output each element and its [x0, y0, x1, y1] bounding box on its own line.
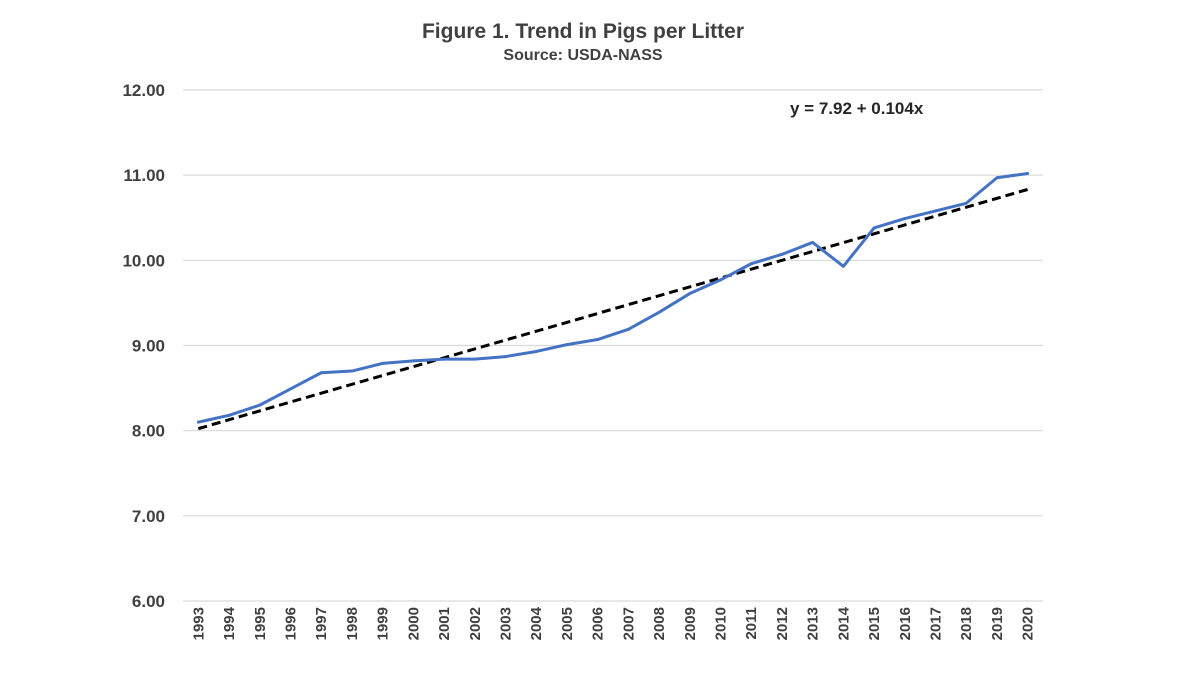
x-tick-label: 2007 [620, 607, 637, 640]
x-tick-label: 1994 [221, 606, 238, 640]
y-tick-label: 12.00 [122, 81, 165, 100]
data-point [657, 310, 661, 314]
data-point [934, 209, 937, 213]
data-point [811, 240, 815, 244]
data-point [872, 226, 876, 230]
data-point [565, 343, 569, 347]
data-point [196, 420, 200, 424]
x-tick-label: 1999 [375, 607, 392, 640]
x-tick-label: 2014 [835, 606, 852, 640]
x-tick-label: 2017 [928, 607, 945, 640]
x-tick-label: 2011 [743, 607, 760, 640]
x-tick-label: 2002 [467, 607, 484, 640]
data-point [688, 292, 692, 296]
data-point [534, 349, 538, 353]
data-point [749, 262, 753, 266]
data-point [596, 338, 600, 342]
x-tick-label: 1996 [283, 607, 300, 640]
data-point [780, 252, 784, 256]
data-point [289, 387, 292, 391]
data-point [319, 371, 323, 375]
data-point [504, 355, 507, 359]
x-tick-label: 2005 [559, 607, 576, 640]
data-point [227, 413, 231, 417]
y-tick-label: 9.00 [132, 337, 165, 356]
x-tick-label: 2015 [866, 607, 883, 640]
x-tick-label: 2001 [436, 607, 453, 640]
y-tick-label: 11.00 [123, 166, 165, 185]
data-point [964, 201, 968, 205]
data-point [411, 359, 415, 363]
data-point [719, 278, 722, 282]
data-point [442, 357, 446, 361]
trendline-equation: y = 7.92 + 0.104x [790, 99, 924, 118]
x-tick-label: 1997 [313, 607, 330, 640]
x-tick-label: 2013 [805, 607, 822, 640]
y-tick-label: 8.00 [132, 422, 165, 441]
x-tick-label: 2006 [590, 607, 607, 640]
data-point [350, 369, 354, 373]
data-point [903, 217, 907, 221]
x-tick-label: 1993 [190, 607, 207, 640]
chart-subtitle: Source: USDA-NASS [503, 47, 662, 64]
x-tick-label: 2010 [713, 607, 730, 640]
x-tick-label: 2008 [651, 607, 668, 640]
x-tick-label: 2019 [989, 607, 1006, 640]
chart-title: Figure 1. Trend in Pigs per Litter [422, 20, 744, 43]
data-point [473, 357, 477, 361]
data-point [381, 361, 385, 365]
x-tick-label: 1995 [252, 607, 269, 640]
data-point [626, 327, 630, 331]
series-line [198, 171, 1028, 424]
x-tick-label: 2000 [405, 607, 422, 640]
x-tick-label: 2009 [682, 607, 699, 640]
x-tick-label: 2018 [958, 607, 975, 640]
y-tick-label: 6.00 [132, 592, 165, 611]
data-point [258, 403, 262, 407]
x-tick-label: 1998 [344, 607, 361, 640]
data-point [841, 264, 845, 268]
data-point [995, 176, 999, 180]
x-tick-label: 2012 [774, 607, 791, 640]
y-tick-label: 10.00 [122, 251, 165, 270]
x-tick-label: 2004 [528, 606, 545, 640]
x-tick-label: 2016 [897, 607, 914, 640]
trendline [197, 188, 1029, 431]
data-point [1026, 171, 1030, 175]
y-tick-label: 7.00 [132, 507, 165, 526]
x-tick-label: 2003 [498, 607, 515, 640]
x-tick-label: 2020 [1020, 607, 1037, 640]
